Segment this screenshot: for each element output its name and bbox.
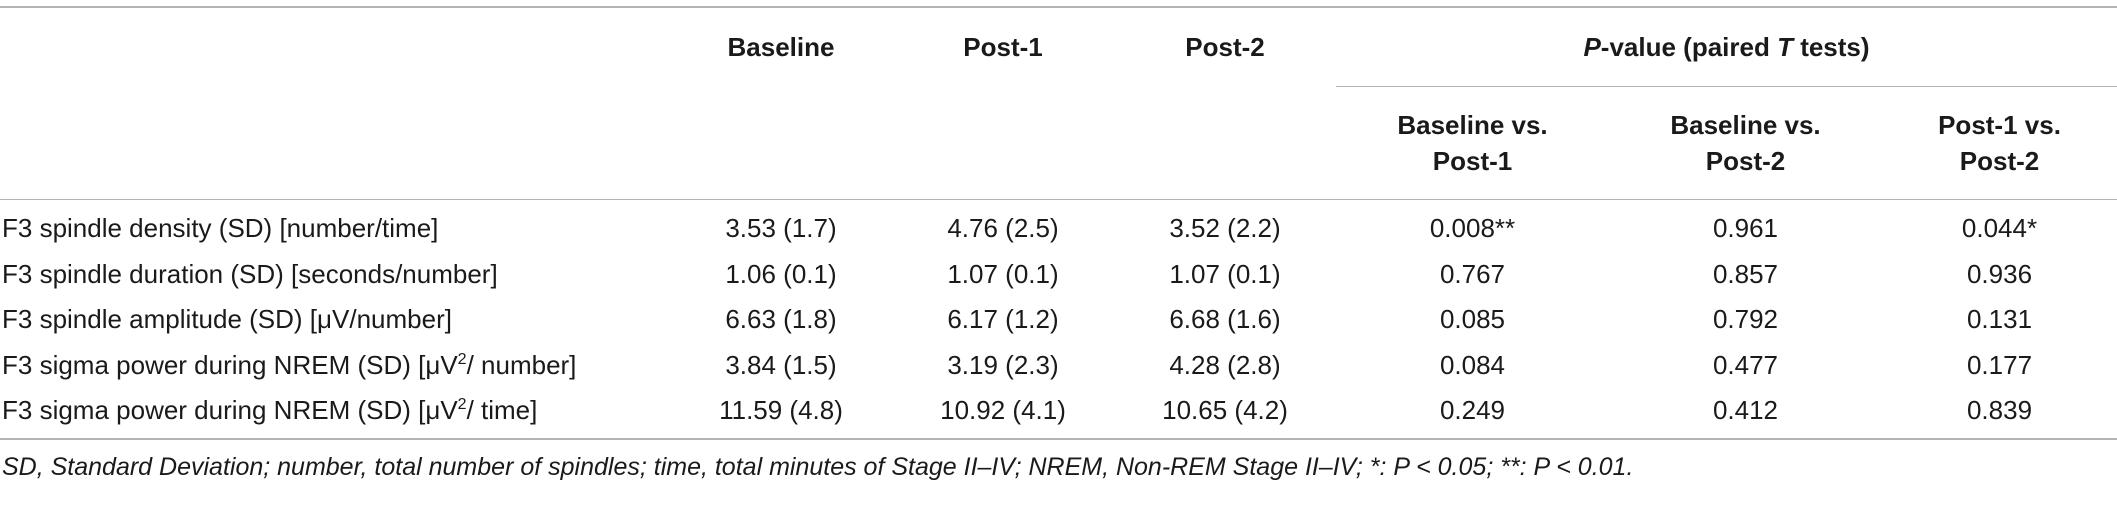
pvalue-p-italic: P: [1583, 31, 1601, 62]
cell-post1: 3.19 (2.3): [947, 349, 1059, 380]
header-line: Post-2: [1705, 146, 1786, 176]
header-line: Post-1 vs.: [1938, 110, 2061, 140]
header-empty-cell: [0, 6, 670, 87]
header-post1: Post-1: [892, 6, 1114, 87]
row-label-text-end: / time]: [466, 395, 538, 426]
row-label-text: F3 spindle density (SD) [number/time]: [2, 213, 439, 244]
header-empty-cell: [0, 86, 670, 200]
table-row: F3 spindle density (SD) [number/time] 3.…: [0, 200, 2117, 252]
table-row: F3 sigma power during NREM (SD) [μV2/ nu…: [0, 343, 2117, 389]
row-label: F3 spindle duration (SD) [seconds/number…: [0, 252, 670, 298]
table-row: F3 spindle amplitude (SD) [μV/number] 6.…: [0, 297, 2117, 343]
header-row-sub: Baseline vs. Post-1 Baseline vs. Post-2 Po…: [0, 86, 2117, 200]
cell-post2: 6.68 (1.6): [1169, 304, 1281, 335]
header-empty-cell: [1114, 86, 1336, 200]
table-body: F3 spindle density (SD) [number/time] 3.…: [0, 200, 2117, 440]
row-label-text: F3 spindle amplitude (SD) [μV/number]: [2, 304, 452, 335]
cell-p-baseline-post2: 0.477: [1712, 349, 1779, 380]
cell-post2: 3.52 (2.2): [1169, 213, 1281, 244]
row-label: F3 sigma power during NREM (SD) [μV2/ ti…: [0, 388, 670, 440]
header-empty-cell: [892, 86, 1114, 200]
cell-p-post1-post2: 0.839: [1882, 388, 2117, 440]
cell-post1: 10.92 (4.1): [892, 388, 1114, 440]
cell-p-baseline-post2: 0.792: [1712, 304, 1779, 335]
cell-post1: 4.76 (2.5): [947, 213, 1059, 244]
row-label: F3 spindle density (SD) [number/time]: [0, 200, 670, 252]
cell-baseline: 1.06 (0.1): [725, 258, 837, 289]
header-pvalue-group: P-value (paired T tests): [1336, 6, 2117, 87]
row-label-text: F3 sigma power during NREM (SD) [μV: [2, 349, 458, 380]
table-row: F3 spindle duration (SD) [seconds/number…: [0, 252, 2117, 298]
header-line: Baseline vs.: [1670, 110, 1821, 140]
cell-p-baseline-post2: 0.961: [1712, 213, 1779, 244]
spindle-results-table: Baseline Post-1 Post-2 P-value (paired T…: [0, 6, 2117, 440]
pvalue-end-text: tests): [1792, 31, 1870, 62]
cell-p-baseline-post1: 0.767: [1439, 258, 1506, 289]
header-post2: Post-2: [1114, 6, 1336, 87]
cell-p-baseline-post1: 0.085: [1439, 304, 1506, 335]
header-empty-cell: [670, 86, 892, 200]
cell-baseline: 3.53 (1.7): [725, 213, 837, 244]
cell-p-baseline-post1: 0.084: [1439, 349, 1506, 380]
table-footnote: SD, Standard Deviation; number, total nu…: [2, 453, 1634, 481]
header-row-top: Baseline Post-1 Post-2 P-value (paired T…: [0, 6, 2117, 87]
header-post1-vs-post2: Post-1 vs. Post-2: [1882, 86, 2117, 200]
cell-p-baseline-post2: 0.857: [1712, 258, 1779, 289]
cell-post2: 10.65 (4.2): [1114, 388, 1336, 440]
cell-post2: 1.07 (0.1): [1169, 258, 1281, 289]
cell-p-baseline-post1: 0.008**: [1429, 213, 1516, 244]
header-baseline-vs-post2: Baseline vs. Post-2: [1609, 86, 1882, 200]
row-label: F3 sigma power during NREM (SD) [μV2/ nu…: [0, 343, 670, 389]
cell-baseline: 11.59 (4.8): [670, 388, 892, 440]
cell-p-baseline-post2: 0.412: [1609, 388, 1882, 440]
cell-post1: 1.07 (0.1): [947, 258, 1059, 289]
cell-baseline: 6.63 (1.8): [725, 304, 837, 335]
row-label-text: F3 spindle duration (SD) [seconds/number…: [2, 258, 498, 289]
row-label-text-end: / number]: [466, 349, 577, 380]
row-label: F3 spindle amplitude (SD) [μV/number]: [0, 297, 670, 343]
results-table-container: Baseline Post-1 Post-2 P-value (paired T…: [0, 6, 2117, 440]
header-line: Post-1: [1432, 146, 1513, 176]
row-label-superscript: 2: [457, 396, 467, 414]
cell-baseline: 3.84 (1.5): [725, 349, 837, 380]
cell-p-post1-post2: 0.936: [1966, 258, 2033, 289]
header-baseline-vs-post1: Baseline vs. Post-1: [1336, 86, 1609, 200]
cell-p-baseline-post1: 0.249: [1336, 388, 1609, 440]
cell-post1: 6.17 (1.2): [947, 304, 1059, 335]
row-label-superscript: 2: [457, 350, 467, 368]
cell-p-post1-post2: 0.131: [1966, 304, 2033, 335]
row-label-text: F3 sigma power during NREM (SD) [μV: [2, 395, 458, 426]
cell-p-post1-post2: 0.044*: [1961, 213, 2038, 244]
cell-post2: 4.28 (2.8): [1169, 349, 1281, 380]
pvalue-t-italic: T: [1777, 31, 1793, 62]
pvalue-mid-text: -value (paired: [1600, 31, 1778, 62]
table-header: Baseline Post-1 Post-2 P-value (paired T…: [0, 6, 2117, 200]
header-line: Baseline vs.: [1397, 110, 1548, 140]
table-row: F3 sigma power during NREM (SD) [μV2/ ti…: [0, 388, 2117, 440]
cell-p-post1-post2: 0.177: [1966, 349, 2033, 380]
header-line: Post-2: [1959, 146, 2040, 176]
header-baseline: Baseline: [670, 6, 892, 87]
